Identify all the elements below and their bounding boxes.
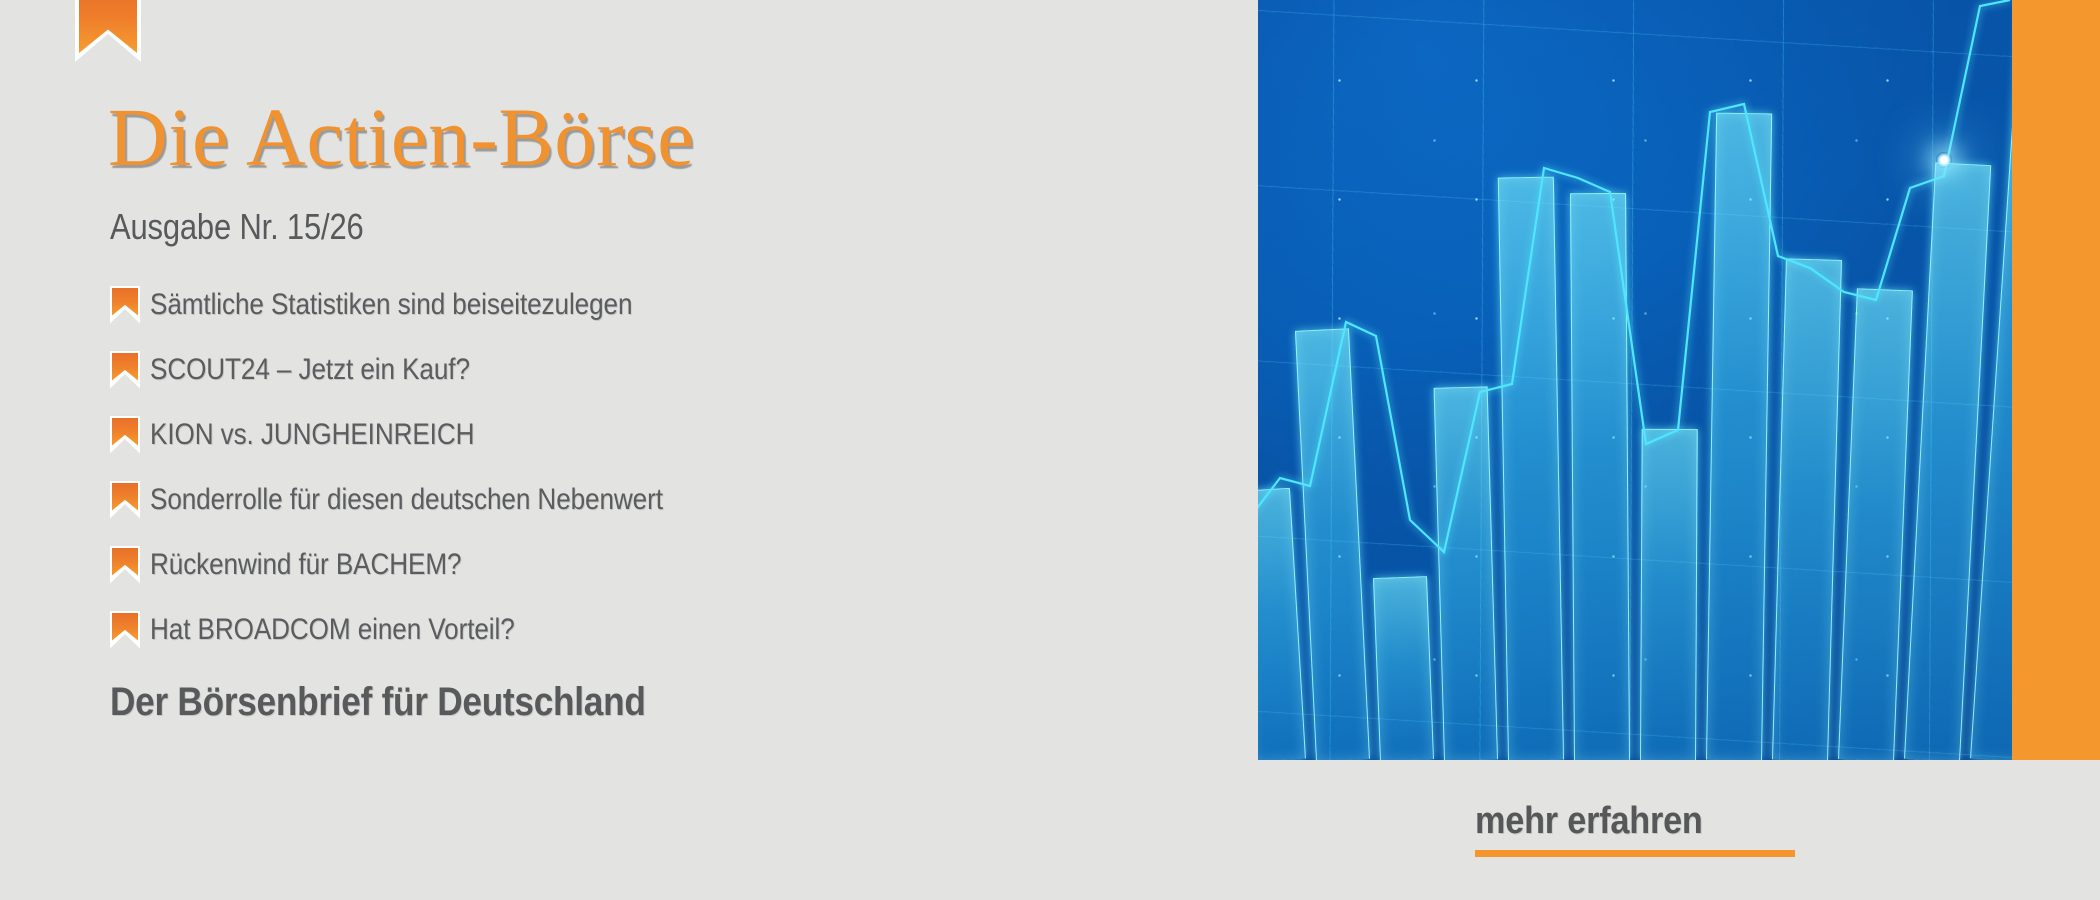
list-item[interactable]: Sämtliche Statistiken sind beiseitezuleg… (110, 272, 740, 337)
list-item[interactable]: KION vs. JUNGHEINREICH (110, 402, 740, 467)
bookmark-ribbon-icon (75, 0, 141, 62)
more-info-underline (1475, 850, 1795, 857)
glow-star-icon (1936, 152, 1952, 168)
bookmark-ribbon-icon (110, 285, 150, 324)
bookmark-ribbon-icon (110, 350, 150, 389)
issue-number: Ausgabe Nr. 15/26 (110, 206, 364, 247)
list-item-label: Sonderrolle für diesen deutschen Nebenwe… (150, 482, 663, 516)
list-item-label: Rückenwind für BACHEM? (150, 547, 462, 581)
tagline: Der Börsenbrief für Deutschland (110, 680, 646, 724)
accent-panel (2012, 0, 2100, 760)
list-item[interactable]: Sonderrolle für diesen deutschen Nebenwe… (110, 467, 740, 532)
chart-trendline (1258, 0, 2011, 555)
left-content-column: Die Actien-Börse Ausgabe Nr. 15/26 Sämtl… (75, 0, 740, 724)
list-item[interactable]: Rückenwind für BACHEM? (110, 532, 740, 597)
bookmark-ribbon-icon (110, 545, 150, 584)
page-title: Die Actien-Börse (108, 91, 695, 183)
bookmark-ribbon-icon (110, 610, 150, 649)
list-item-label: Hat BROADCOM einen Vorteil? (150, 612, 515, 646)
bar-chart-illustration (1258, 0, 2012, 760)
bookmark-ribbon-icon (110, 415, 150, 454)
list-item-label: Sämtliche Statistiken sind beiseitezuleg… (150, 287, 633, 321)
bookmark-ribbon-icon (110, 480, 150, 519)
list-item[interactable]: Hat BROADCOM einen Vorteil? (110, 597, 740, 662)
more-info-link[interactable]: mehr erfahren (1475, 800, 1795, 857)
list-item-label: KION vs. JUNGHEINREICH (150, 417, 475, 451)
more-info-label: mehr erfahren (1475, 800, 1703, 842)
list-item-label: SCOUT24 – Jetzt ein Kauf? (150, 352, 470, 386)
list-item[interactable]: SCOUT24 – Jetzt ein Kauf? (110, 337, 740, 402)
topics-list: Sämtliche Statistiken sind beiseitezuleg… (110, 272, 740, 662)
